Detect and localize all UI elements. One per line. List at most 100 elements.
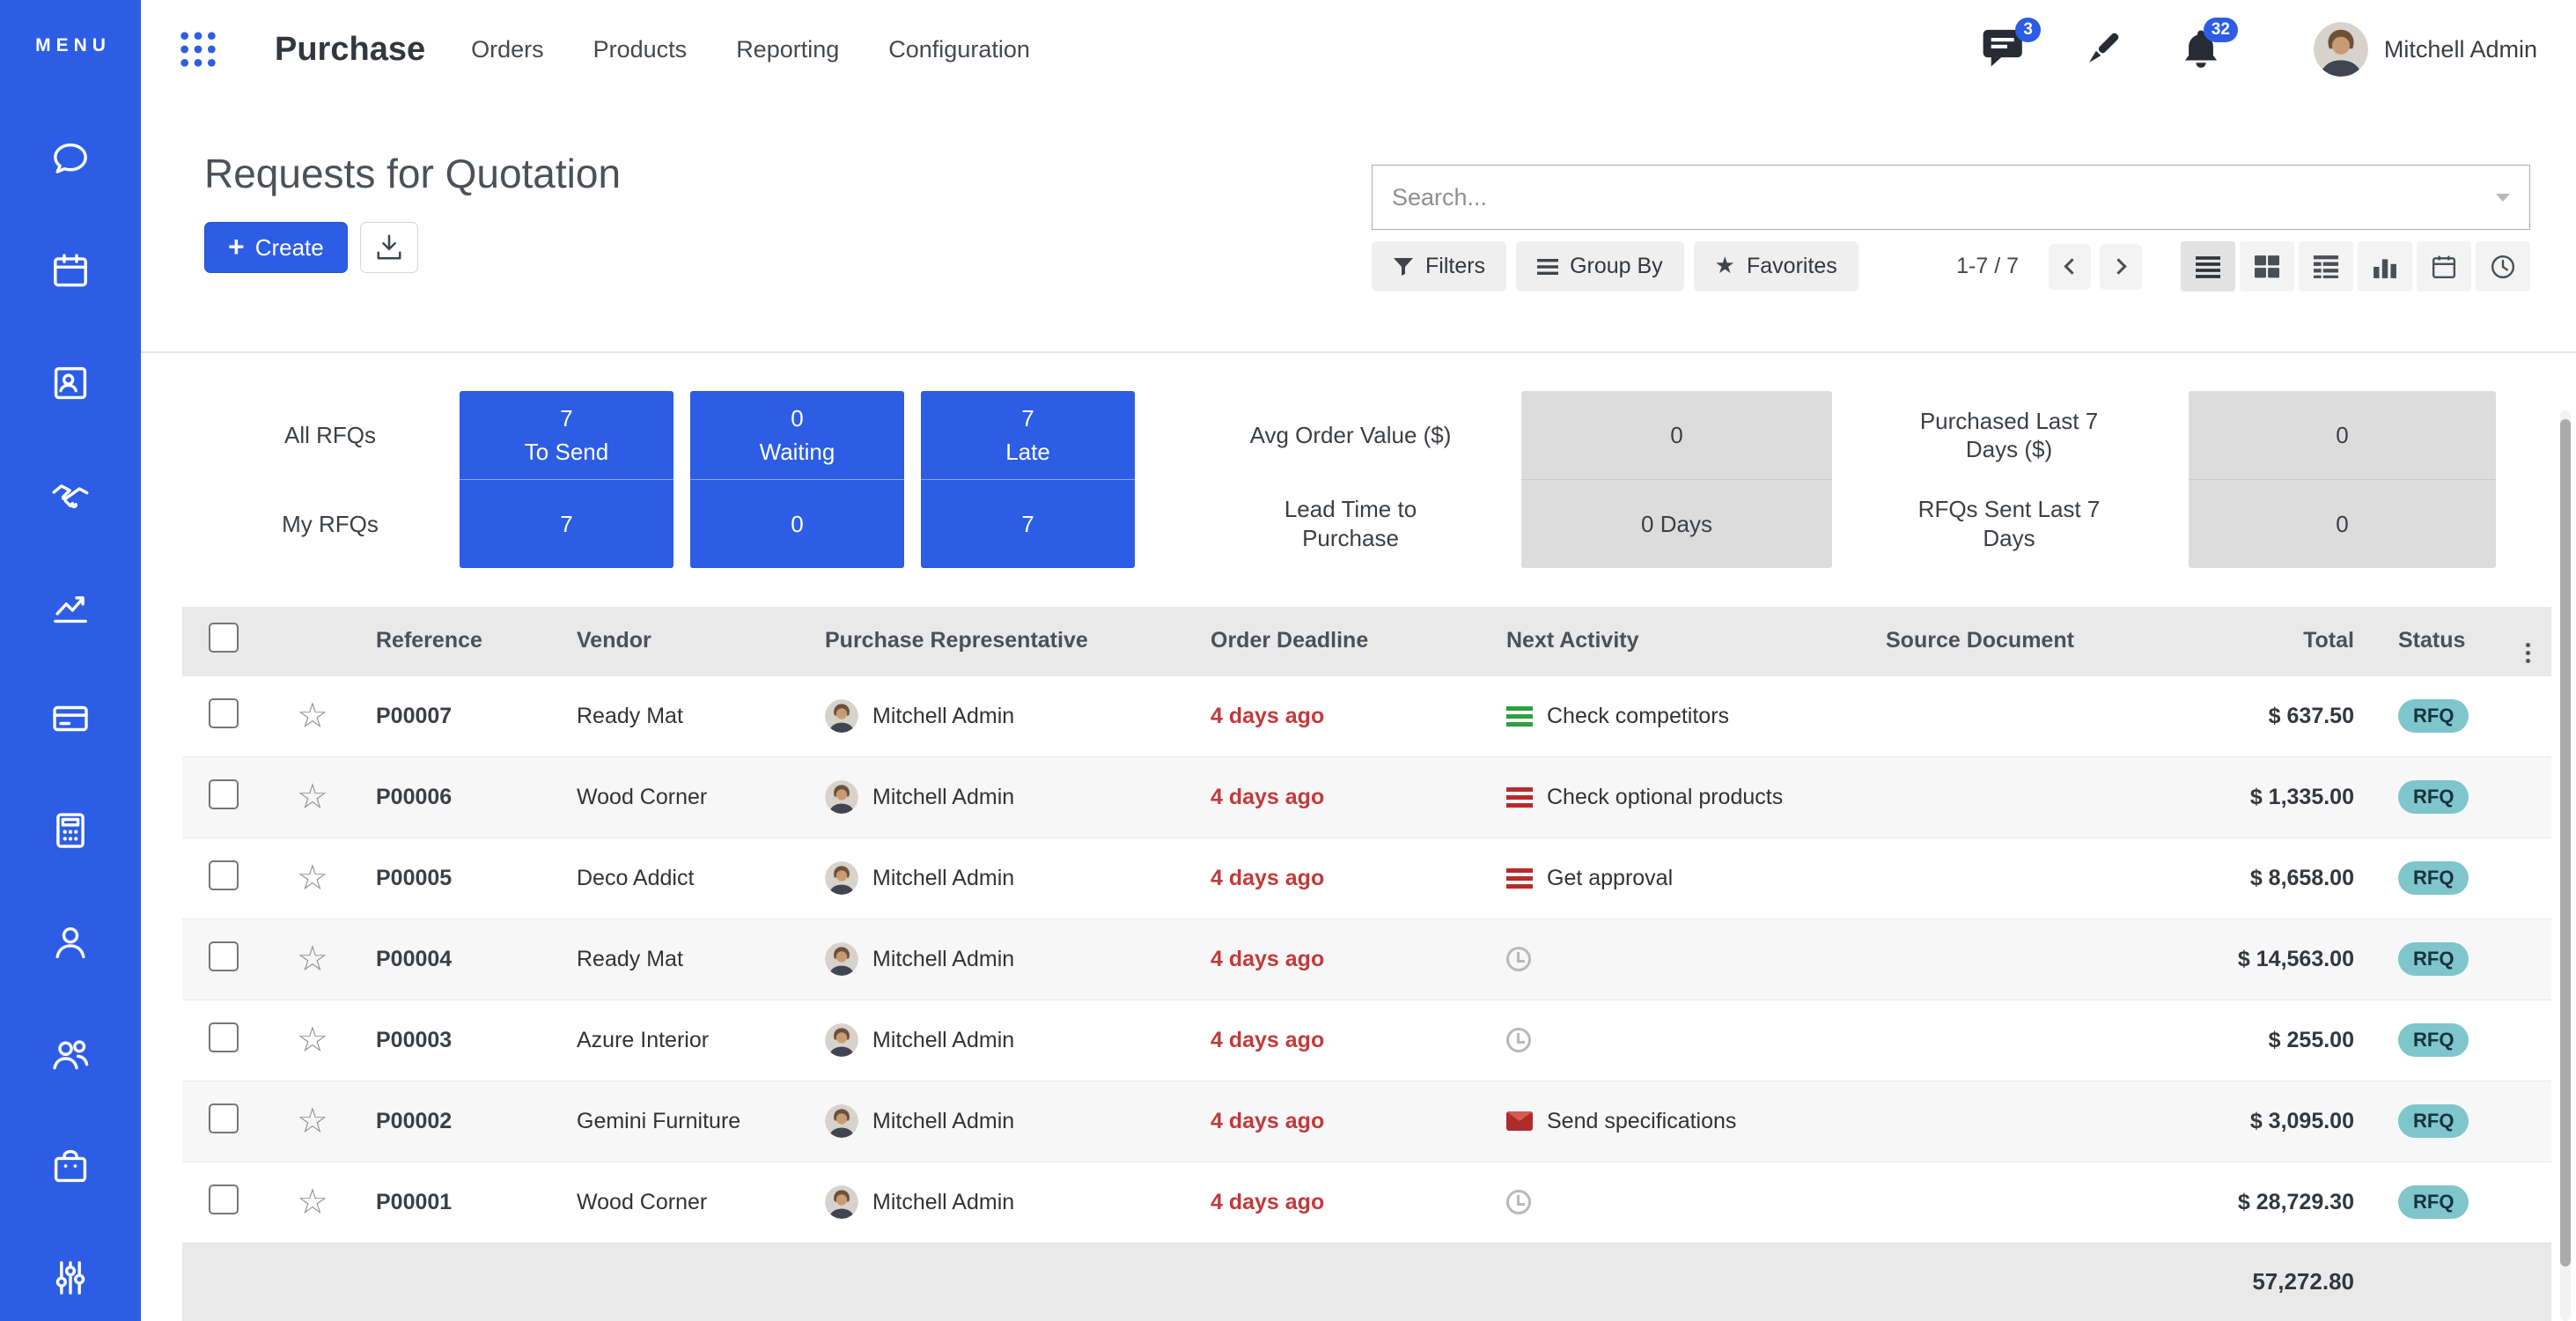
order-deadline: 4 days ago [1211, 946, 1325, 971]
activity-icon[interactable] [1506, 1028, 1531, 1052]
vertical-scrollbar [2560, 410, 2571, 1321]
row-checkbox[interactable] [209, 1103, 239, 1133]
rep-avatar [825, 1104, 858, 1138]
rep-name: Mitchell Admin [872, 946, 1015, 971]
select-all-checkbox[interactable] [209, 623, 239, 653]
activity-icon[interactable] [1506, 705, 1533, 727]
rep-avatar [825, 1185, 858, 1219]
late-label: Late [1005, 438, 1050, 465]
activities-button[interactable]: 32 [2176, 18, 2238, 74]
menu-products[interactable]: Products [592, 35, 688, 63]
app-title[interactable]: Purchase [275, 30, 426, 68]
activity-icon[interactable] [1506, 1190, 1531, 1214]
favorite-star-icon[interactable] [297, 708, 328, 733]
pager-next-button[interactable] [2100, 243, 2142, 290]
column-header-total[interactable]: Total [2173, 607, 2381, 675]
card-late[interactable]: 7 Late 7 [921, 391, 1135, 568]
activity-icon[interactable] [1506, 867, 1533, 889]
menu-configuration[interactable]: Configuration [888, 35, 1030, 63]
sidebar-item-discuss[interactable] [47, 136, 94, 183]
sidebar-item-contacts[interactable] [47, 359, 94, 407]
reference: P00007 [376, 703, 453, 728]
optional-columns-icon[interactable] [2525, 643, 2530, 648]
favorite-star-icon[interactable] [297, 1113, 328, 1138]
sidebar-item-referrals[interactable] [47, 1030, 94, 1078]
table-row[interactable]: P00007 Ready Mat Mitchell Admin 4 days a… [182, 675, 2551, 756]
table-row[interactable]: P00005 Deco Addict Mitchell Admin 4 days… [182, 838, 2551, 919]
sidebar-item-purchase[interactable] [47, 1142, 94, 1190]
table-row[interactable]: P00003 Azure Interior Mitchell Admin 4 d… [182, 1000, 2551, 1081]
vendor: Gemini Furniture [577, 1108, 741, 1133]
column-header-status[interactable]: Status [2381, 607, 2504, 675]
sidebar-item-calendar[interactable] [47, 247, 94, 295]
user-avatar [2314, 22, 2368, 77]
row-checkbox[interactable] [209, 941, 239, 971]
column-header-vendor[interactable]: Vendor [559, 607, 807, 675]
sidebar-item-employees[interactable] [47, 919, 94, 966]
favorite-star-icon[interactable] [297, 1194, 328, 1219]
pivot-view-icon [2314, 255, 2338, 278]
theme-brush-button[interactable] [2078, 25, 2127, 74]
list-view-button[interactable] [2181, 241, 2235, 292]
favorite-star-icon[interactable] [297, 951, 328, 976]
favorites-button[interactable]: Favorites [1693, 241, 1858, 292]
filters-button[interactable]: Filters [1372, 241, 1507, 292]
vendor: Azure Interior [577, 1027, 710, 1052]
sidebar-item-pos[interactable] [47, 695, 94, 742]
column-header-rep[interactable]: Purchase Representative [807, 607, 1193, 675]
column-header-activity[interactable]: Next Activity [1489, 607, 1868, 675]
menu-toggle[interactable]: MENU [35, 35, 111, 55]
favorites-label: Favorites [1746, 254, 1837, 278]
search-dropdown-icon[interactable] [2496, 193, 2510, 202]
row-checkbox[interactable] [209, 1184, 239, 1214]
sidebar-item-settings[interactable] [47, 1254, 94, 1302]
pager-range: 1-7 / 7 [1956, 254, 2019, 278]
column-header-deadline[interactable]: Order Deadline [1193, 607, 1489, 675]
activity-icon[interactable] [1506, 947, 1531, 971]
scrollbar-thumb[interactable] [2560, 419, 2571, 1266]
activity-icon[interactable] [1506, 1111, 1533, 1131]
export-button[interactable] [359, 222, 418, 273]
rfqs-sent-last-7-days-label: RFQs Sent Last 7 Days [1917, 496, 2101, 551]
row-checkbox[interactable] [209, 860, 239, 890]
row-checkbox[interactable] [209, 1022, 239, 1052]
filters-label: Filters [1425, 254, 1486, 278]
column-header-source[interactable]: Source Document [1868, 607, 2173, 675]
graph-view-button[interactable] [2358, 241, 2412, 292]
row-checkbox[interactable] [209, 697, 239, 728]
vendor: Ready Mat [577, 946, 683, 971]
activity-view-button[interactable] [2476, 241, 2530, 292]
card-to-send[interactable]: 7 To Send 7 [460, 391, 673, 568]
pager-previous-button[interactable] [2049, 243, 2091, 290]
user-menu[interactable]: Mitchell Admin [2314, 22, 2537, 77]
table-row[interactable]: P00004 Ready Mat Mitchell Admin 4 days a… [182, 919, 2551, 1000]
group-by-button[interactable]: Group By [1516, 241, 1684, 292]
column-header-reference[interactable]: Reference [358, 607, 559, 675]
create-button[interactable]: Create [204, 222, 348, 273]
table-row[interactable]: P00001 Wood Corner Mitchell Admin 4 days… [182, 1162, 2551, 1243]
table-row[interactable]: P00002 Gemini Furniture Mitchell Admin 4… [182, 1081, 2551, 1162]
apps-menu-button[interactable] [176, 27, 220, 71]
calendar-view-button[interactable] [2417, 241, 2471, 292]
sidebar-item-sales[interactable] [47, 583, 94, 631]
menu-reporting[interactable]: Reporting [736, 35, 840, 63]
sidebar-item-crm[interactable] [47, 471, 94, 519]
search-input[interactable] [1392, 183, 2496, 211]
to-send-all-count: 7 [560, 404, 573, 432]
rep-name: Mitchell Admin [872, 784, 1015, 809]
activity-clock-icon [2491, 255, 2515, 278]
sidebar-item-accounting[interactable] [47, 807, 94, 854]
kanban-view-button[interactable] [2240, 241, 2294, 292]
group-by-label: Group By [1570, 254, 1663, 278]
activity-icon[interactable] [1506, 786, 1533, 808]
menu-orders[interactable]: Orders [471, 35, 544, 63]
favorite-star-icon[interactable] [297, 870, 328, 895]
card-waiting[interactable]: 0 Waiting 0 [690, 391, 904, 568]
table-row[interactable]: P00006 Wood Corner Mitchell Admin 4 days… [182, 756, 2551, 838]
search-bar[interactable] [1372, 165, 2530, 230]
favorite-star-icon[interactable] [297, 789, 328, 814]
pivot-view-button[interactable] [2299, 241, 2353, 292]
messages-button[interactable]: 3 [1979, 18, 2041, 74]
row-checkbox[interactable] [209, 779, 239, 809]
favorite-star-icon[interactable] [297, 1032, 328, 1057]
